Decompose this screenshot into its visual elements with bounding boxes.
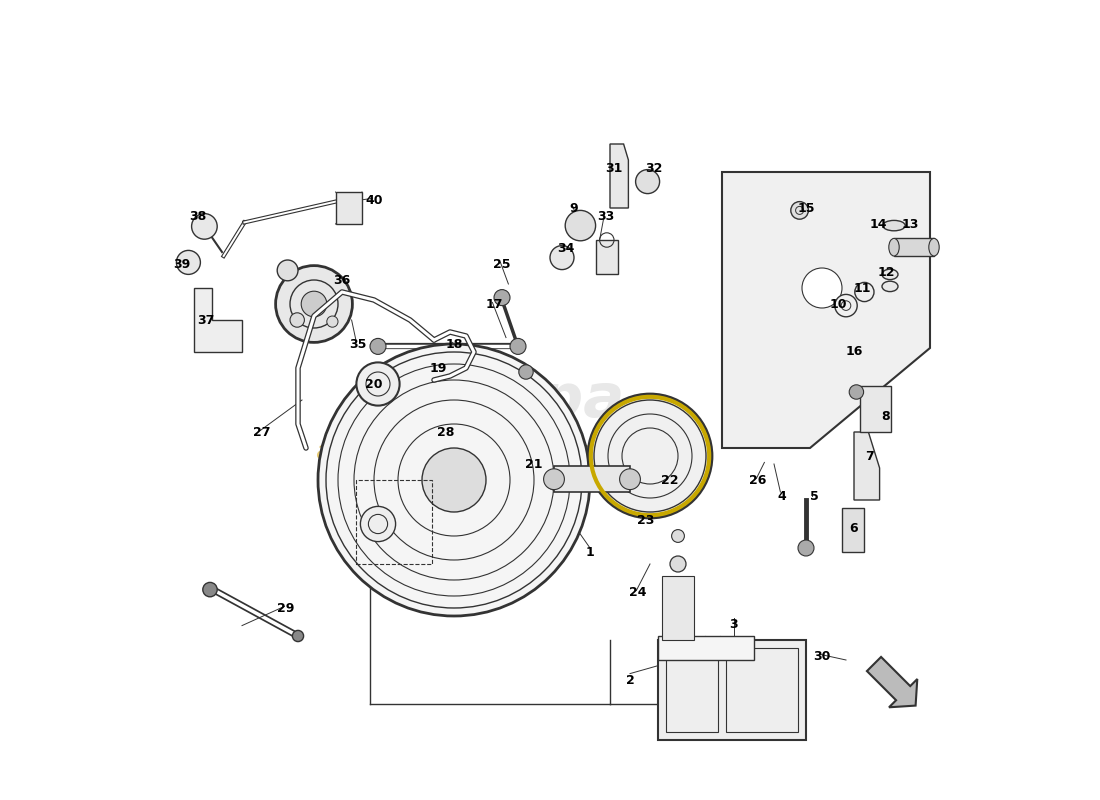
Bar	[842, 508, 865, 552]
Circle shape	[494, 290, 510, 306]
Text: 19: 19	[429, 362, 447, 374]
Text: 35: 35	[350, 338, 366, 350]
Polygon shape	[336, 192, 362, 224]
Polygon shape	[722, 172, 930, 448]
Circle shape	[318, 344, 590, 616]
Bar	[658, 636, 754, 660]
Circle shape	[356, 362, 399, 406]
Ellipse shape	[588, 394, 712, 518]
Circle shape	[370, 338, 386, 354]
Circle shape	[543, 469, 564, 490]
Text: a passion for parts since 1985: a passion for parts since 1985	[316, 440, 672, 464]
Text: 3: 3	[729, 618, 738, 630]
Circle shape	[849, 385, 864, 399]
Ellipse shape	[928, 238, 939, 256]
Text: 11: 11	[854, 282, 871, 294]
Polygon shape	[194, 288, 242, 352]
Circle shape	[855, 282, 875, 302]
Text: 6: 6	[849, 522, 858, 534]
Text: 13: 13	[901, 218, 918, 230]
Text: 21: 21	[526, 458, 542, 470]
Circle shape	[510, 338, 526, 354]
Circle shape	[636, 170, 660, 194]
Bar	[554, 466, 630, 492]
FancyArrow shape	[867, 657, 917, 707]
Text: 24: 24	[629, 586, 647, 598]
Text: 9: 9	[570, 202, 579, 214]
Bar	[894, 238, 934, 256]
Bar	[658, 640, 806, 740]
Text: 27: 27	[253, 426, 271, 438]
Text: 7: 7	[866, 450, 874, 462]
Text: 22: 22	[661, 474, 679, 486]
Circle shape	[301, 291, 327, 317]
Text: 18: 18	[446, 338, 463, 350]
Text: 36: 36	[333, 274, 351, 286]
Bar	[595, 240, 618, 274]
Bar	[356, 480, 432, 564]
Text: 34: 34	[558, 242, 574, 254]
Text: 30: 30	[813, 650, 830, 662]
Text: 20: 20	[365, 378, 383, 390]
Ellipse shape	[882, 269, 898, 280]
Bar	[666, 648, 718, 732]
Text: 31: 31	[605, 162, 623, 174]
Circle shape	[835, 294, 857, 317]
Circle shape	[422, 448, 486, 512]
Polygon shape	[662, 576, 694, 640]
Circle shape	[519, 365, 534, 379]
Circle shape	[277, 260, 298, 281]
Text: 33: 33	[597, 210, 615, 222]
Text: 16: 16	[845, 346, 862, 358]
Circle shape	[293, 630, 304, 642]
Circle shape	[202, 582, 217, 597]
Text: 23: 23	[637, 514, 654, 526]
Circle shape	[276, 266, 352, 342]
Text: 10: 10	[829, 298, 847, 310]
Circle shape	[361, 506, 396, 542]
Text: 29: 29	[277, 602, 295, 614]
Circle shape	[802, 268, 842, 308]
Text: 1: 1	[585, 546, 594, 558]
Text: 8: 8	[882, 410, 890, 422]
Circle shape	[550, 246, 574, 270]
Text: 12: 12	[878, 266, 894, 278]
Text: 15: 15	[798, 202, 815, 214]
Text: 32: 32	[646, 162, 662, 174]
Text: 14: 14	[869, 218, 887, 230]
Bar	[860, 386, 891, 432]
Circle shape	[378, 365, 393, 379]
Circle shape	[791, 202, 808, 219]
Text: 17: 17	[485, 298, 503, 310]
Circle shape	[672, 530, 684, 542]
Circle shape	[546, 470, 566, 490]
Circle shape	[670, 556, 686, 572]
Text: 40: 40	[365, 194, 383, 206]
Text: 2: 2	[626, 674, 635, 686]
Text: 5: 5	[810, 490, 818, 502]
Ellipse shape	[882, 281, 898, 291]
Circle shape	[191, 214, 217, 239]
Polygon shape	[610, 144, 628, 208]
Text: 25: 25	[493, 258, 510, 270]
Ellipse shape	[883, 220, 905, 231]
Text: 37: 37	[197, 314, 215, 326]
Circle shape	[290, 313, 305, 327]
Text: eurospa: eurospa	[346, 370, 625, 430]
Text: 4: 4	[778, 490, 786, 502]
Polygon shape	[854, 432, 880, 500]
Text: 28: 28	[438, 426, 454, 438]
Circle shape	[565, 210, 595, 241]
Bar	[726, 648, 798, 732]
Ellipse shape	[889, 238, 899, 256]
Circle shape	[327, 316, 338, 327]
Circle shape	[176, 250, 200, 274]
Circle shape	[798, 540, 814, 556]
Text: 39: 39	[174, 258, 190, 270]
Text: 38: 38	[189, 210, 207, 222]
Text: 26: 26	[749, 474, 767, 486]
Circle shape	[619, 469, 640, 490]
